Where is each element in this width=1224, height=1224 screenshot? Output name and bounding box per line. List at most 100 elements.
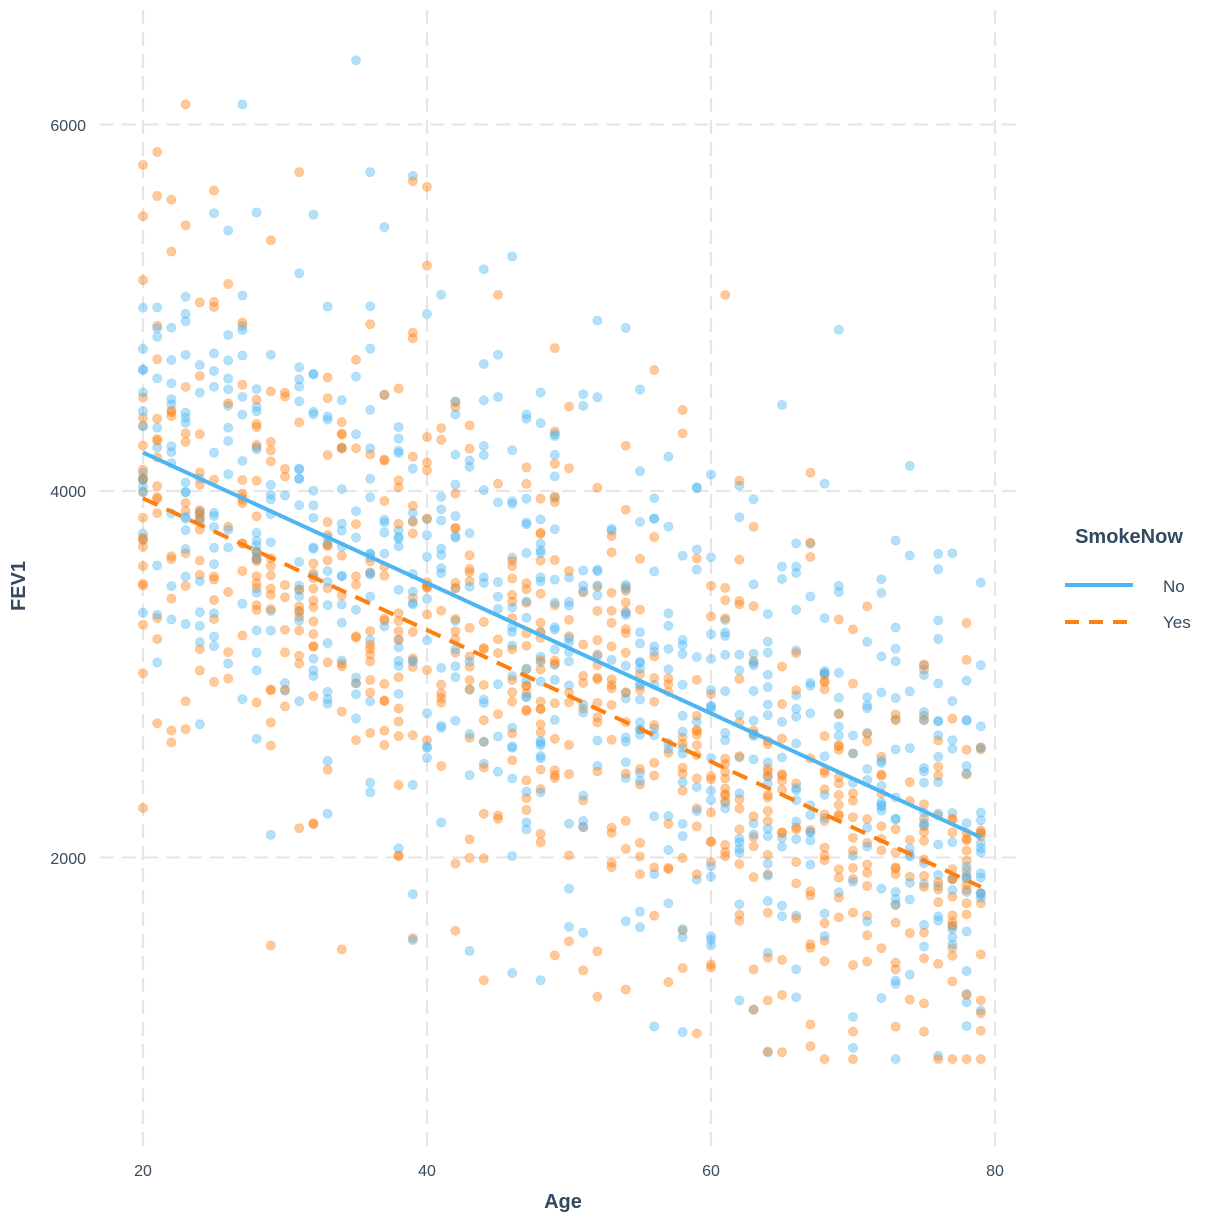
data-point	[677, 726, 688, 737]
data-point	[152, 718, 163, 729]
data-point	[734, 512, 745, 523]
data-point	[535, 828, 546, 839]
data-point	[933, 633, 944, 645]
data-point	[791, 910, 802, 921]
data-point	[194, 508, 205, 520]
data-point	[535, 493, 546, 504]
data-point	[137, 405, 149, 417]
data-point	[379, 613, 390, 624]
data-point	[606, 525, 617, 536]
data-point	[691, 781, 702, 793]
data-point	[137, 534, 149, 545]
data-point	[294, 611, 305, 622]
data-point	[634, 466, 646, 477]
data-point	[918, 706, 930, 718]
data-point	[975, 742, 986, 753]
data-point	[350, 532, 362, 543]
data-point	[620, 815, 631, 826]
data-point	[265, 386, 276, 397]
data-point	[748, 829, 759, 840]
data-point	[634, 553, 646, 564]
data-point	[152, 323, 163, 334]
data-point	[776, 752, 788, 763]
data-point	[265, 436, 276, 448]
data-point	[933, 1053, 944, 1065]
data-point	[294, 650, 305, 661]
data-point	[294, 584, 305, 595]
data-point	[393, 642, 404, 653]
data-point	[847, 876, 859, 887]
data-point	[819, 815, 830, 827]
data-point	[464, 420, 475, 431]
data-point	[237, 321, 248, 332]
data-point	[649, 719, 660, 731]
data-point	[350, 354, 362, 365]
data-point	[549, 600, 560, 611]
data-point	[705, 688, 717, 700]
data-point	[592, 482, 603, 493]
data-point	[649, 696, 660, 707]
data-point	[478, 697, 489, 709]
data-point	[592, 392, 603, 403]
data-point	[833, 740, 844, 751]
data-point	[805, 1041, 816, 1052]
data-point	[350, 734, 362, 746]
data-point	[279, 677, 291, 689]
data-point	[251, 552, 262, 563]
data-point	[833, 721, 844, 732]
data-point	[251, 394, 262, 405]
data-point	[819, 731, 830, 742]
data-point	[975, 721, 986, 732]
data-point	[677, 932, 688, 943]
data-point	[862, 728, 873, 739]
data-point	[805, 827, 816, 838]
data-point	[294, 605, 305, 616]
data-point	[933, 877, 944, 888]
data-point	[918, 799, 930, 810]
data-point	[634, 516, 646, 528]
data-point	[791, 685, 802, 696]
data-point	[251, 535, 262, 546]
data-point	[805, 591, 816, 602]
data-point	[933, 869, 944, 880]
data-point	[294, 556, 305, 568]
data-point	[634, 775, 646, 786]
data-point	[194, 644, 205, 655]
data-point	[961, 1020, 972, 1032]
data-point	[152, 492, 163, 503]
data-point	[365, 625, 376, 637]
data-point	[208, 613, 220, 625]
data-point	[492, 289, 504, 301]
data-point	[152, 560, 163, 571]
data-point	[677, 639, 688, 651]
data-point	[137, 472, 149, 484]
data-point	[535, 676, 546, 687]
data-point	[365, 687, 376, 698]
data-point	[620, 440, 631, 451]
data-point	[649, 770, 660, 781]
data-point	[705, 934, 717, 946]
data-point	[947, 932, 958, 943]
data-point	[791, 648, 802, 659]
data-point	[166, 446, 177, 458]
data-point	[180, 220, 191, 231]
data-point	[478, 395, 489, 406]
data-point	[762, 907, 773, 918]
data-point	[294, 584, 305, 596]
data-point	[578, 822, 589, 833]
data-point	[350, 506, 362, 517]
data-point	[720, 649, 731, 660]
data-point	[237, 379, 248, 390]
data-point	[521, 640, 532, 651]
data-point	[791, 690, 802, 701]
data-point	[734, 858, 745, 870]
data-point	[691, 821, 702, 832]
data-point	[776, 775, 788, 786]
data-point	[819, 612, 830, 624]
data-point	[933, 548, 944, 559]
data-point	[805, 824, 816, 835]
data-point	[379, 389, 390, 400]
data-point	[918, 715, 930, 726]
data-point	[137, 392, 149, 403]
data-point	[847, 832, 859, 843]
